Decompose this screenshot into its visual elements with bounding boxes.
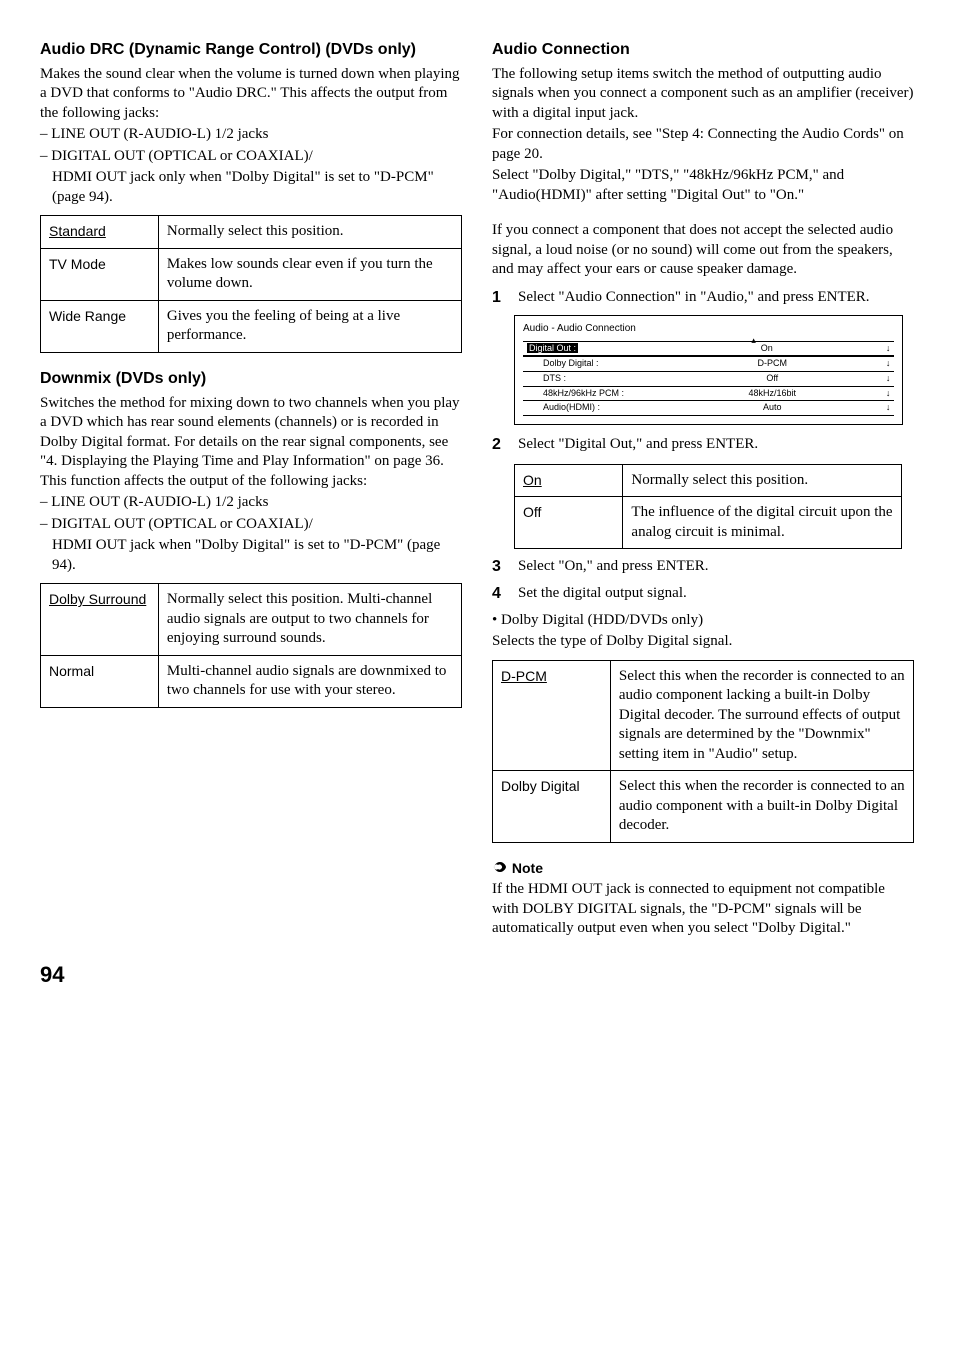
downmix-table: Dolby Surround Normally select this posi… <box>40 583 462 708</box>
dd-k1: Dolby Digital <box>493 771 611 843</box>
ac-body4: If you connect a component that does not… <box>492 221 914 280</box>
menu-label-1: Dolby Digital : <box>543 358 703 370</box>
drc-heading: Audio DRC (Dynamic Range Control) (DVDs … <box>40 40 462 61</box>
downmix-bullet2: – DIGITAL OUT (OPTICAL or COAXIAL)/ <box>40 515 462 535</box>
note-heading: Note <box>492 859 914 878</box>
downmix-body1: Switches the method for mixing down to t… <box>40 394 462 492</box>
drc-row-k1: TV Mode <box>41 248 159 300</box>
dd-k0: D-PCM <box>501 668 547 684</box>
menu-row: DTS : Off ↓ <box>523 371 894 386</box>
menu-title: Audio - Audio Connection <box>523 322 894 335</box>
step-num: 1 <box>492 288 518 309</box>
menu-row: Dolby Digital : D-PCM ↓ <box>523 356 894 371</box>
drc-row-k2: Wide Range <box>41 300 159 352</box>
drc-row-v1: Makes low sounds clear even if you turn … <box>158 248 461 300</box>
note-label: Note <box>512 860 543 876</box>
downmix-bullet2b: HDMI OUT jack when "Dolby Digital" is se… <box>40 536 462 575</box>
step-num: 2 <box>492 435 518 456</box>
dm-row-v0: Normally select this position. Multi-cha… <box>158 584 461 656</box>
dd-v0: Select this when the recorder is connect… <box>610 660 913 771</box>
menu-label-3: 48kHz/96kHz PCM : <box>543 388 703 400</box>
dolby-body: Selects the type of Dolby Digital signal… <box>492 632 914 652</box>
menu-row: 48kHz/96kHz PCM : 48kHz/16bit ↓ <box>523 386 894 401</box>
menu-label-4: Audio(HDMI) : <box>543 402 703 414</box>
dm-row-v1: Multi-channel audio signals are downmixe… <box>158 655 461 707</box>
menu-label-2: DTS : <box>543 373 703 385</box>
table-row: Standard Normally select this position. <box>41 216 462 249</box>
menu-val-3: 48kHz/16bit <box>703 388 842 400</box>
menu-val-0: On <box>694 343 839 355</box>
dolby-head: • Dolby Digital (HDD/DVDs only) <box>492 611 914 631</box>
do-k0: On <box>523 472 542 488</box>
table-row: D-PCM Select this when the recorder is c… <box>493 660 914 771</box>
drc-row-k0: Standard <box>49 223 106 239</box>
right-column: Audio Connection The following setup ite… <box>492 40 914 941</box>
arrow-down-icon: ↓ <box>886 358 891 370</box>
audio-conn-heading: Audio Connection <box>492 40 914 61</box>
table-row: Dolby Digital Select this when the recor… <box>493 771 914 843</box>
table-row: Dolby Surround Normally select this posi… <box>41 584 462 656</box>
ac-body1: The following setup items switch the met… <box>492 65 914 124</box>
do-v1: The influence of the digital circuit upo… <box>623 497 902 549</box>
menu-val-1: D-PCM <box>703 358 842 370</box>
drc-bullet2: – DIGITAL OUT (OPTICAL or COAXIAL)/ <box>40 147 462 167</box>
table-row: Off The influence of the digital circuit… <box>515 497 902 549</box>
dolby-table: D-PCM Select this when the recorder is c… <box>492 660 914 843</box>
arrow-down-icon: ↓ <box>886 402 891 414</box>
step-2: 2 Select "Digital Out," and press ENTER. <box>492 435 914 456</box>
note-body: If the HDMI OUT jack is connected to equ… <box>492 880 914 939</box>
drc-bullet1: – LINE OUT (R-AUDIO-L) 1/2 jacks <box>40 125 462 145</box>
left-column: Audio DRC (Dynamic Range Control) (DVDs … <box>40 40 462 941</box>
menu-screenshot: Audio - Audio Connection ▴ Digital Out :… <box>514 315 903 425</box>
drc-row-v0: Normally select this position. <box>158 216 461 249</box>
step-4: 4 Set the digital output signal. <box>492 584 914 605</box>
menu-label-0: Digital Out : <box>527 343 578 353</box>
digital-out-table: On Normally select this position. Off Th… <box>514 464 902 550</box>
menu-row: Digital Out : On ↓ <box>523 341 894 357</box>
downmix-bullet1: – LINE OUT (R-AUDIO-L) 1/2 jacks <box>40 493 462 513</box>
menu-val-2: Off <box>703 373 842 385</box>
table-row: TV Mode Makes low sounds clear even if y… <box>41 248 462 300</box>
step1-body: Select "Audio Connection" in "Audio," an… <box>518 288 914 309</box>
table-row: Normal Multi-channel audio signals are d… <box>41 655 462 707</box>
drc-table: Standard Normally select this position. … <box>40 215 462 353</box>
downmix-heading: Downmix (DVDs only) <box>40 369 462 390</box>
step-num: 4 <box>492 584 518 605</box>
note-icon <box>492 860 508 878</box>
step-1: 1 Select "Audio Connection" in "Audio," … <box>492 288 914 309</box>
menu-row: Audio(HDMI) : Auto ↓ <box>523 400 894 416</box>
drc-body1: Makes the sound clear when the volume is… <box>40 65 462 124</box>
dd-v1: Select this when the recorder is connect… <box>610 771 913 843</box>
table-row: On Normally select this position. <box>515 464 902 497</box>
arrow-down-icon: ↓ <box>886 343 891 355</box>
do-v0: Normally select this position. <box>623 464 902 497</box>
arrow-down-icon: ↓ <box>886 373 891 385</box>
step-3: 3 Select "On," and press ENTER. <box>492 557 914 578</box>
step-num: 3 <box>492 557 518 578</box>
page-number: 94 <box>40 961 914 990</box>
step2-body: Select "Digital Out," and press ENTER. <box>518 435 914 456</box>
ac-body2: For connection details, see "Step 4: Con… <box>492 125 914 164</box>
arrow-down-icon: ↓ <box>886 388 891 400</box>
step4-body: Set the digital output signal. <box>518 584 914 605</box>
ac-body3: Select "Dolby Digital," "DTS," "48kHz/96… <box>492 166 914 205</box>
dm-row-k1: Normal <box>41 655 159 707</box>
dm-row-k0: Dolby Surround <box>49 591 146 607</box>
table-row: Wide Range Gives you the feeling of bein… <box>41 300 462 352</box>
menu-val-4: Auto <box>703 402 842 414</box>
do-k1: Off <box>515 497 623 549</box>
drc-row-v2: Gives you the feeling of being at a live… <box>158 300 461 352</box>
step3-body: Select "On," and press ENTER. <box>518 557 914 578</box>
drc-bullet2b: HDMI OUT jack only when "Dolby Digital" … <box>40 168 462 207</box>
